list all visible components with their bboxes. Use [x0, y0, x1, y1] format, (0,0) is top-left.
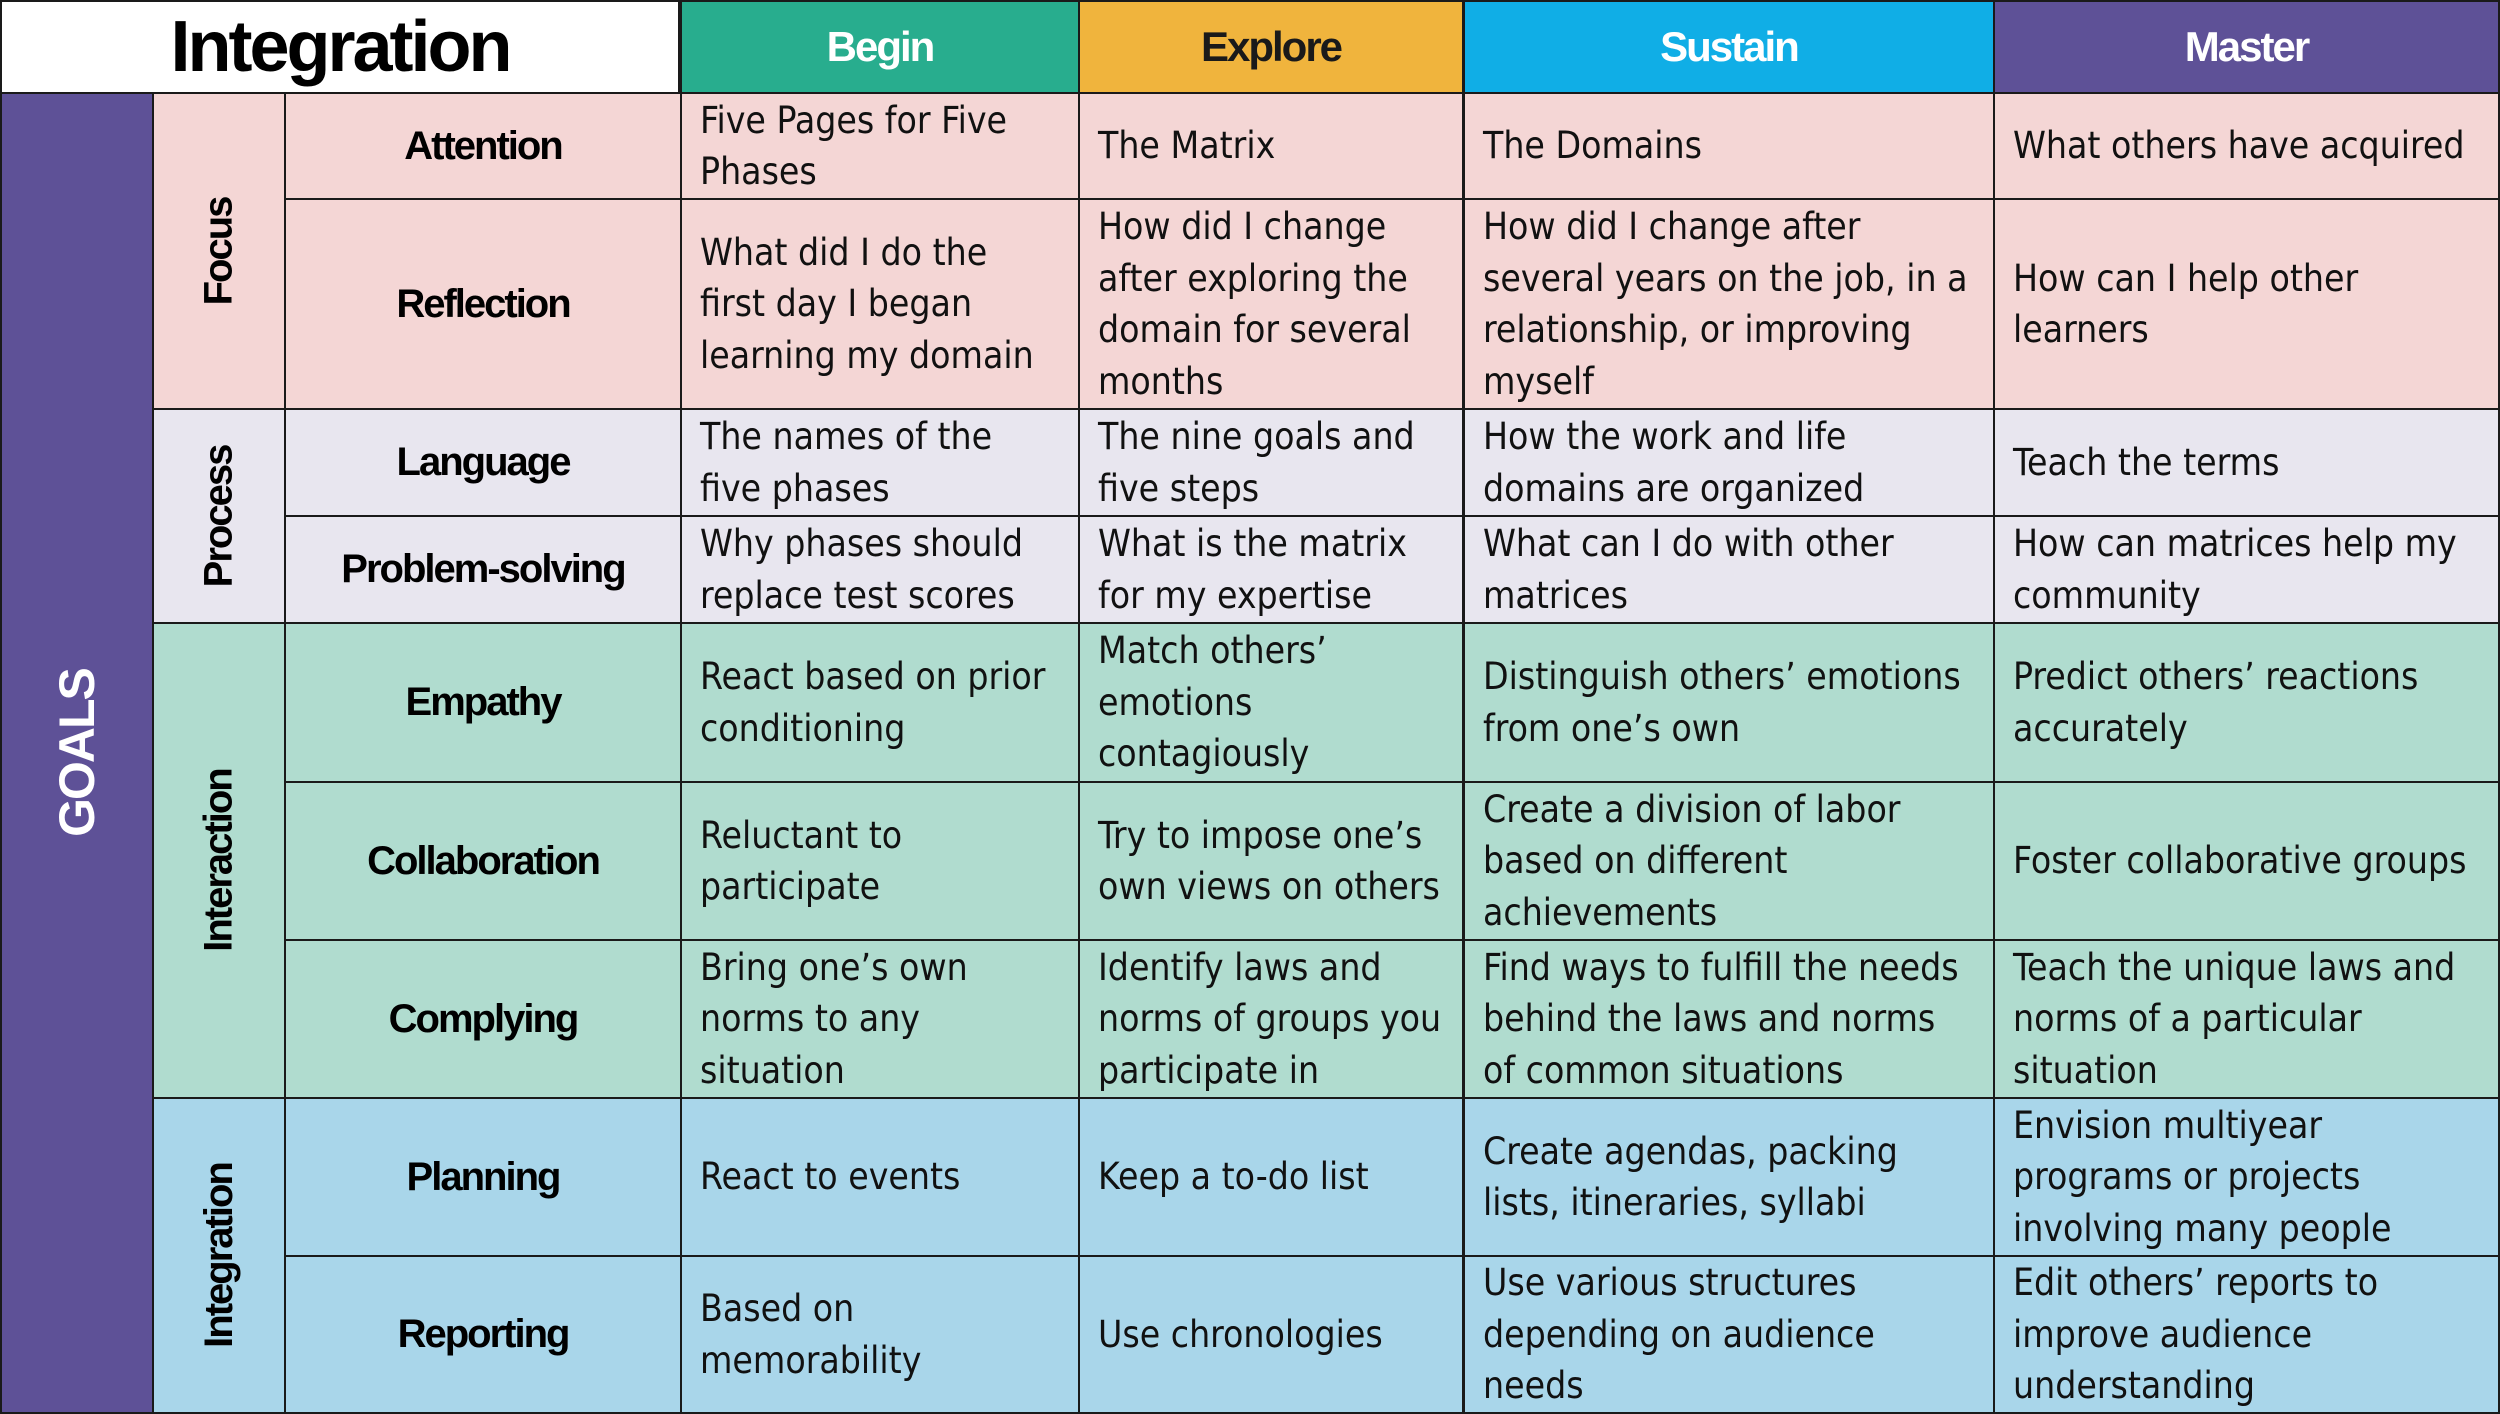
matrix-cell: Teach the unique laws and norms of a par…	[1993, 939, 2500, 1099]
cell-text: How can I help other learners	[2013, 256, 2359, 352]
matrix-cell: Five Pages for Five Phases	[680, 92, 1080, 200]
cell-text: Use various structures depending on audi…	[1483, 1261, 1875, 1408]
cell-text: The Matrix	[1098, 124, 1276, 168]
cell-text: React based on prior conditioning	[700, 655, 1046, 750]
cell-text: Reluctant to participate	[700, 813, 903, 909]
matrix-cell: Distinguish others’ emotions from one’s …	[1463, 622, 1995, 783]
matrix-cell: Bring one’s own norms to any situation	[680, 939, 1080, 1099]
matrix-cell: Match others’ emotions contagiously	[1078, 622, 1464, 783]
cell-text: How did I change after several years on …	[1483, 205, 1968, 403]
phase-header-begin: Begin	[680, 0, 1080, 94]
matrix-cell: The Matrix	[1078, 92, 1464, 200]
matrix-cell: Edit others’ reports to improve audience…	[1993, 1255, 2500, 1414]
matrix-cell: Use various structures depending on audi…	[1463, 1255, 1995, 1414]
cell-text: Five Pages for Five Phases	[700, 98, 1008, 194]
group-label-text: Focus	[196, 197, 241, 305]
matrix-cell: Predict others’ reactions accurately	[1993, 622, 2500, 783]
matrix-cell: Try to impose one’s own views on others	[1078, 781, 1464, 941]
matrix-cell: What can I do with other matrices	[1463, 515, 1995, 624]
cell-text: Match others’ emotions contagiously	[1098, 629, 1327, 776]
goal-label-planning: Planning	[284, 1097, 682, 1257]
matrix-cell: The names of the five phases	[680, 408, 1080, 517]
cell-text: React to events	[700, 1155, 961, 1199]
phase-header-master: Master	[1993, 0, 2500, 94]
goal-label-attention: Attention	[284, 92, 682, 200]
matrix-cell: Use chronologies	[1078, 1255, 1464, 1414]
matrix-cell: Envision multiyear programs or projects …	[1993, 1097, 2500, 1257]
cell-text: Distinguish others’ emotions from one’s …	[1483, 655, 1961, 750]
phase-header-sustain: Sustain	[1463, 0, 1995, 94]
matrix-cell: React to events	[680, 1097, 1080, 1257]
group-label-integration: Integration	[152, 1097, 286, 1414]
cell-text: What can I do with other matrices	[1483, 522, 1894, 617]
matrix-cell: How did I change after several years on …	[1463, 198, 1995, 410]
matrix-cell: What others have acquired	[1993, 92, 2500, 200]
matrix-cell: How the work and life domains are organi…	[1463, 408, 1995, 517]
matrix-cell: How can I help other learners	[1993, 198, 2500, 410]
goal-label-complying: Complying	[284, 939, 682, 1099]
goal-label-empathy: Empathy	[284, 622, 682, 783]
cell-text: How did I change after exploring the dom…	[1098, 205, 1411, 403]
cell-text: What did I do the first day I began lear…	[700, 230, 1034, 377]
matrix-cell: Based on memorability	[680, 1255, 1080, 1414]
cell-text: Find ways to fulfill the needs behind th…	[1483, 945, 1959, 1092]
matrix-cell: Find ways to fulfill the needs behind th…	[1463, 939, 1995, 1099]
matrix-cell: Teach the terms	[1993, 408, 2500, 517]
cell-text: Foster collaborative groups	[2013, 839, 2467, 883]
goal-label-collaboration: Collaboration	[284, 781, 682, 941]
goals-label: GOALS	[49, 669, 106, 837]
matrix-cell: How can matrices help my community	[1993, 515, 2500, 624]
cell-text: Teach the unique laws and norms of a par…	[2013, 945, 2456, 1092]
group-label-focus: Focus	[152, 92, 286, 410]
matrix-cell: Create a division of labor based on diff…	[1463, 781, 1995, 941]
matrix-cell: The nine goals and five steps	[1078, 408, 1464, 517]
cell-text: Keep a to-do list	[1098, 1155, 1369, 1199]
group-label-text: Interaction	[196, 769, 241, 952]
cell-text: Edit others’ reports to improve audience…	[2013, 1261, 2379, 1408]
cell-text: Bring one’s own norms to any situation	[700, 945, 968, 1092]
goal-label-reporting: Reporting	[284, 1255, 682, 1414]
matrix-cell: Identify laws and norms of groups you pa…	[1078, 939, 1464, 1099]
cell-text: How can matrices help my community	[2013, 522, 2457, 617]
cell-text: What is the matrix for my expertise	[1098, 522, 1407, 617]
goals-side-label: GOALS	[0, 92, 154, 1414]
cell-text: Predict others’ reactions accurately	[2013, 655, 2419, 750]
cell-text: What others have acquired	[2013, 124, 2465, 168]
cell-text: Try to impose one’s own views on others	[1098, 813, 1440, 909]
matrix-cell: The Domains	[1463, 92, 1995, 200]
goal-label-language: Language	[284, 408, 682, 517]
cell-text: The names of the five phases	[700, 415, 993, 510]
matrix-cell: Foster collaborative groups	[1993, 781, 2500, 941]
matrix-cell: What is the matrix for my expertise	[1078, 515, 1464, 624]
group-label-text: Process	[196, 445, 241, 587]
goal-label-problem-solving: Problem-solving	[284, 515, 682, 624]
cell-text: Why phases should replace test scores	[700, 522, 1023, 617]
cell-text: Teach the terms	[2013, 440, 2280, 484]
matrix-cell: Why phases should replace test scores	[680, 515, 1080, 624]
phase-header-explore: Explore	[1078, 0, 1464, 94]
cell-text: Create a division of labor based on diff…	[1483, 787, 1901, 934]
group-label-process: Process	[152, 408, 286, 624]
cell-text: Based on memorability	[700, 1287, 922, 1382]
cell-text: Envision multiyear programs or projects …	[2013, 1103, 2392, 1250]
matrix-cell: What did I do the first day I began lear…	[680, 198, 1080, 410]
group-label-text: Integration	[196, 1163, 241, 1348]
goal-label-reflection: Reflection	[284, 198, 682, 410]
group-label-interaction: Interaction	[152, 622, 286, 1099]
matrix-cell: Keep a to-do list	[1078, 1097, 1464, 1257]
matrix-cell: How did I change after exploring the dom…	[1078, 198, 1464, 410]
matrix-cell: Create agendas, packing lists, itinerari…	[1463, 1097, 1995, 1257]
cell-text: Use chronologies	[1098, 1312, 1383, 1356]
matrix-cell: React based on prior conditioning	[680, 622, 1080, 783]
cell-text: How the work and life domains are organi…	[1483, 415, 1865, 510]
cell-text: The nine goals and five steps	[1098, 415, 1415, 510]
matrix-cell: Reluctant to participate	[680, 781, 1080, 941]
cell-text: Create agendas, packing lists, itinerari…	[1483, 1129, 1898, 1225]
cell-text: The Domains	[1483, 124, 1703, 168]
page-title: Integration	[0, 0, 680, 94]
cell-text: Identify laws and norms of groups you pa…	[1098, 945, 1442, 1092]
